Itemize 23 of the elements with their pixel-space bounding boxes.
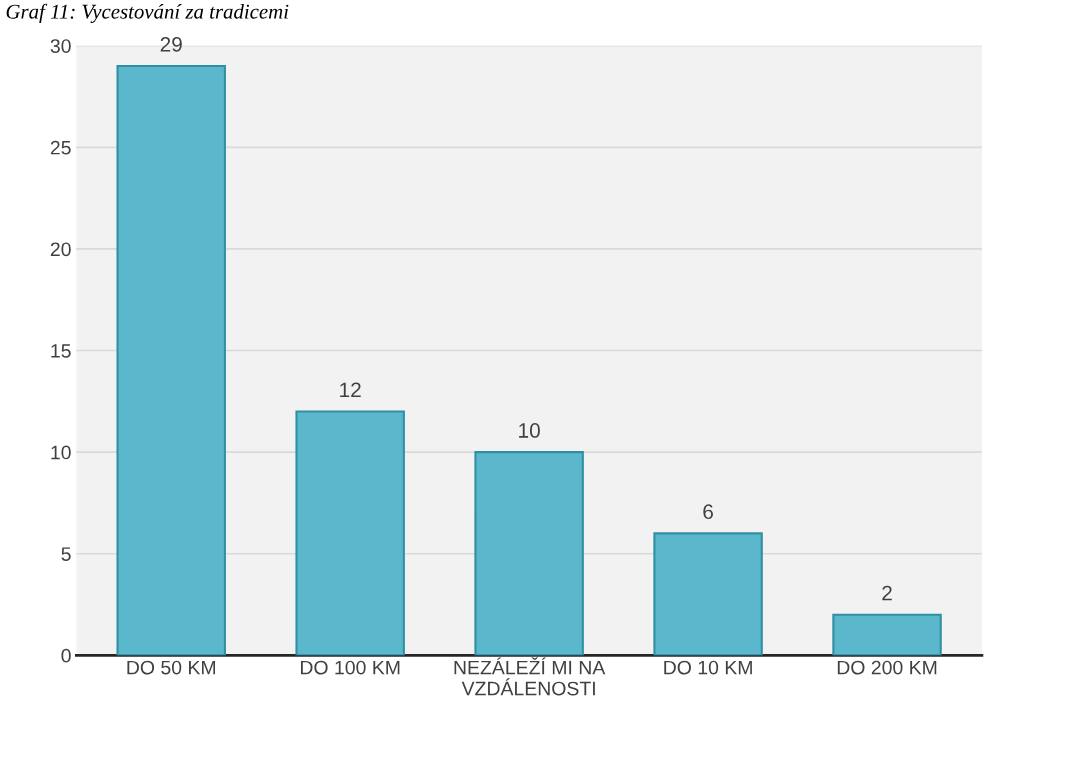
bar (653, 532, 763, 656)
y-tick-label: 15 (51, 344, 71, 358)
bar (474, 451, 584, 656)
x-tick-label: DO 200 KM (837, 660, 937, 675)
chart-title: Graf 11: Vycestování za tradicemi (6, 3, 289, 23)
y-tick-label: 30 (50, 39, 71, 53)
bar (832, 613, 942, 656)
x-tick-label: NEZÁLEŽÍ MI NA VZDÁLENOSTI (454, 657, 606, 696)
data-label: 2 (882, 585, 892, 601)
y-tick-label: 10 (51, 445, 71, 460)
data-label: 10 (519, 423, 540, 438)
x-tick-label: DO 50 KM (127, 660, 216, 675)
y-tick-label: 20 (50, 242, 71, 257)
y-tick-label: 0 (61, 648, 71, 663)
bar (116, 65, 226, 656)
y-tick-label: 5 (61, 547, 71, 561)
bar (295, 410, 405, 656)
data-label: 6 (703, 504, 713, 520)
x-tick-label: DO 100 KM (300, 660, 400, 675)
data-label: 12 (340, 382, 361, 397)
y-tick-label: 25 (50, 140, 71, 155)
data-label: 29 (160, 37, 182, 52)
x-tick-label: DO 10 KM (664, 660, 752, 675)
